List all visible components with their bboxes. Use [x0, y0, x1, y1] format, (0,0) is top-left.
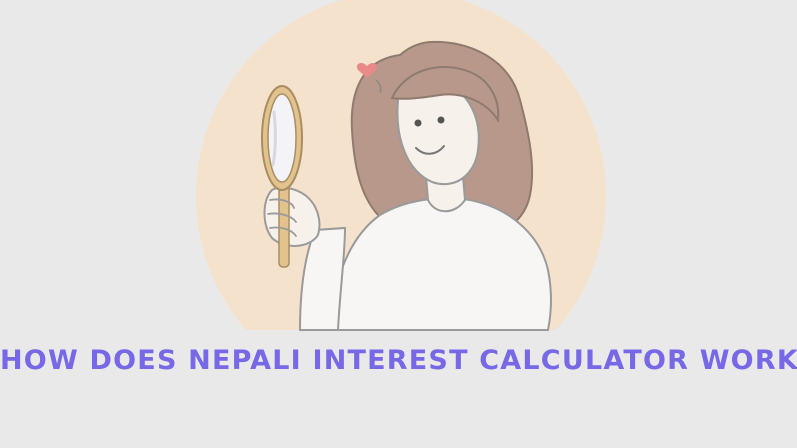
eye-left [414, 119, 422, 127]
hand [263, 186, 321, 247]
page-title: HOW DOES NEPALI INTEREST CALCULATOR WORK… [0, 345, 797, 376]
hair-fringe [390, 66, 500, 123]
heart-icon [356, 63, 382, 93]
smile [415, 145, 445, 155]
shirt [328, 197, 552, 331]
hand-mirror-icon [261, 85, 303, 268]
woman-mirror-illustration [196, 0, 606, 340]
woman-figure [263, 40, 552, 331]
fingers [267, 198, 297, 237]
eye-right [437, 116, 445, 124]
arm [298, 226, 347, 331]
